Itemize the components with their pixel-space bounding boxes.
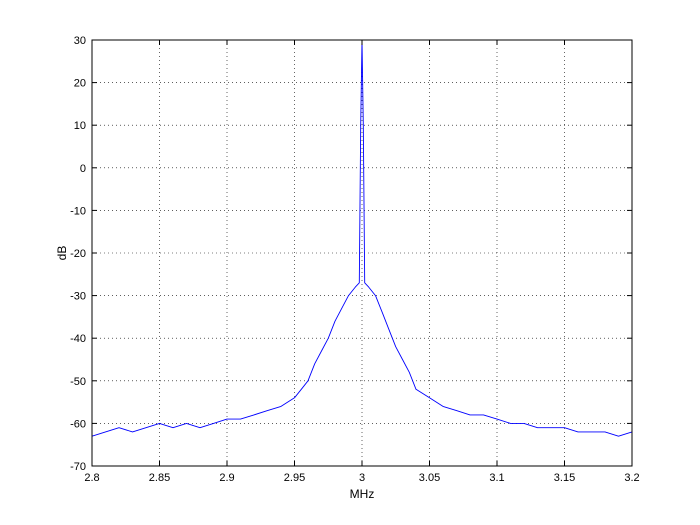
x-tick-label: 3.15	[554, 472, 575, 484]
x-tick-label: 2.85	[149, 472, 170, 484]
y-tick-labels: -70 -60 -50 -40 -30 -20 -10 0 10 20 30	[70, 35, 86, 473]
y-tick-label: 30	[74, 35, 86, 47]
y-tick-label: 0	[80, 163, 86, 175]
grid-lines	[92, 40, 632, 466]
x-tick-label: 3	[359, 472, 365, 484]
series-line	[91, 39, 633, 437]
y-tick-label: -30	[70, 291, 86, 303]
y-tick-label: -60	[70, 418, 86, 430]
x-axis-label: MHz	[350, 487, 375, 501]
x-tick-label: 3.1	[489, 472, 504, 484]
y-tick-label: -10	[70, 205, 86, 217]
x-tick-label: 2.95	[284, 472, 305, 484]
x-tick-label: 3.2	[624, 472, 639, 484]
x-tick-labels: 2.8 2.85 2.9 2.95 3 3.05 3.1 3.15 3.2	[84, 472, 639, 484]
y-tick-label: -50	[70, 376, 86, 388]
x-tick-label: 2.8	[84, 472, 99, 484]
y-tick-label: -20	[70, 248, 86, 260]
x-tick-label: 3.05	[419, 472, 440, 484]
y-tick-label: -40	[70, 333, 86, 345]
y-axis-label: dB	[55, 246, 69, 261]
tick-marks	[91, 39, 633, 467]
x-tick-label: 2.9	[219, 472, 234, 484]
y-tick-label: 10	[74, 120, 86, 132]
y-tick-label: -70	[70, 461, 86, 473]
series-layer	[91, 39, 633, 437]
y-tick-label: 20	[74, 78, 86, 90]
